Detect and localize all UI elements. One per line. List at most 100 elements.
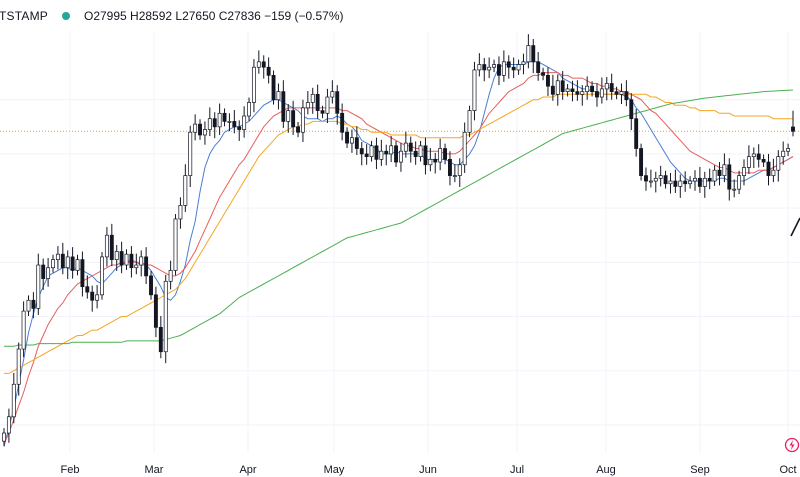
candle-body <box>139 256 144 266</box>
candle <box>193 114 198 141</box>
candle-body <box>595 91 599 98</box>
candle-body <box>521 61 526 65</box>
candle-body <box>492 64 497 68</box>
candle-body <box>364 153 369 157</box>
candle-body <box>168 270 173 282</box>
candle-body <box>399 150 403 163</box>
candle <box>345 127 349 148</box>
x-tick-label-jun: Jun <box>419 464 437 476</box>
candle <box>242 106 247 138</box>
candle-body <box>761 159 766 163</box>
candle-body <box>668 180 673 185</box>
x-tick-label-oct: Oct <box>779 464 796 476</box>
candle-body <box>291 110 296 128</box>
candle <box>423 137 428 175</box>
candle-body <box>345 131 349 144</box>
candle <box>354 126 359 156</box>
candle <box>310 87 315 114</box>
candle <box>506 55 511 79</box>
candle-body <box>599 88 604 98</box>
candle <box>349 129 354 153</box>
candle <box>16 342 21 396</box>
candle-body <box>11 383 16 418</box>
candle-body <box>46 267 51 279</box>
candle <box>482 58 487 82</box>
candle-body <box>570 88 575 92</box>
candle-body <box>452 175 457 177</box>
candle <box>276 83 281 110</box>
candle <box>678 174 683 198</box>
candle-body <box>271 75 276 101</box>
chart-grid <box>0 32 800 452</box>
candle-body <box>315 93 320 111</box>
candle <box>565 84 570 97</box>
candle <box>604 76 609 101</box>
candle <box>462 122 467 173</box>
candle-body <box>183 175 188 206</box>
candle <box>359 142 364 166</box>
candle-body <box>565 88 570 92</box>
candle <box>653 171 658 193</box>
candle-body <box>256 61 261 68</box>
candle-body <box>727 164 732 190</box>
candle-body <box>678 180 683 187</box>
candle <box>663 170 668 189</box>
candle <box>158 315 163 359</box>
candle <box>658 165 663 187</box>
candle-body <box>124 253 129 266</box>
candle <box>477 53 482 77</box>
candle-body <box>359 148 364 155</box>
candle <box>261 55 266 79</box>
chart-header: TSTAMP O27995 H28592 L27650 C27836 −159 … <box>0 0 800 32</box>
candle-body <box>663 175 668 185</box>
candle-body <box>188 131 193 176</box>
candle-body <box>614 91 619 95</box>
candle-body <box>222 112 227 122</box>
candle-body <box>41 264 46 279</box>
candle-body <box>634 118 639 149</box>
candle <box>369 140 374 162</box>
candle-body <box>51 259 55 269</box>
candle-body <box>443 148 448 160</box>
candle-body <box>673 180 678 187</box>
candle-body <box>354 137 359 149</box>
candle-body <box>467 110 472 133</box>
x-tick-label-jul: Jul <box>510 464 524 476</box>
candle-body <box>482 64 487 71</box>
candle-body <box>330 91 335 98</box>
candle <box>712 165 717 186</box>
candle <box>467 105 472 138</box>
candle-body <box>560 80 565 92</box>
candle <box>237 120 242 141</box>
candle-body <box>296 126 300 133</box>
candle-body <box>771 169 776 176</box>
candle <box>168 260 173 290</box>
candle-body <box>575 91 580 95</box>
candle-body <box>408 142 413 152</box>
candle-body <box>193 123 198 133</box>
candle <box>413 141 418 165</box>
candle-body <box>541 72 546 76</box>
candle-body <box>717 169 722 176</box>
candle <box>6 408 11 443</box>
candle-body <box>281 91 286 122</box>
candle <box>207 107 212 137</box>
candle <box>51 254 55 273</box>
candle-body <box>217 112 222 128</box>
candle <box>570 80 575 102</box>
candle-body <box>746 156 751 168</box>
candle-body <box>242 115 247 130</box>
candle <box>531 39 536 74</box>
candle-body <box>300 107 305 133</box>
candle <box>144 247 149 284</box>
lightning-icon[interactable] <box>784 437 800 453</box>
candle <box>340 103 345 141</box>
ticker-symbol[interactable]: TSTAMP <box>0 9 48 23</box>
trend-line-drawing <box>790 217 800 237</box>
candle <box>580 85 585 106</box>
candle-body <box>756 153 761 160</box>
candle <box>732 179 737 198</box>
candle <box>109 223 114 267</box>
candle <box>697 166 702 193</box>
